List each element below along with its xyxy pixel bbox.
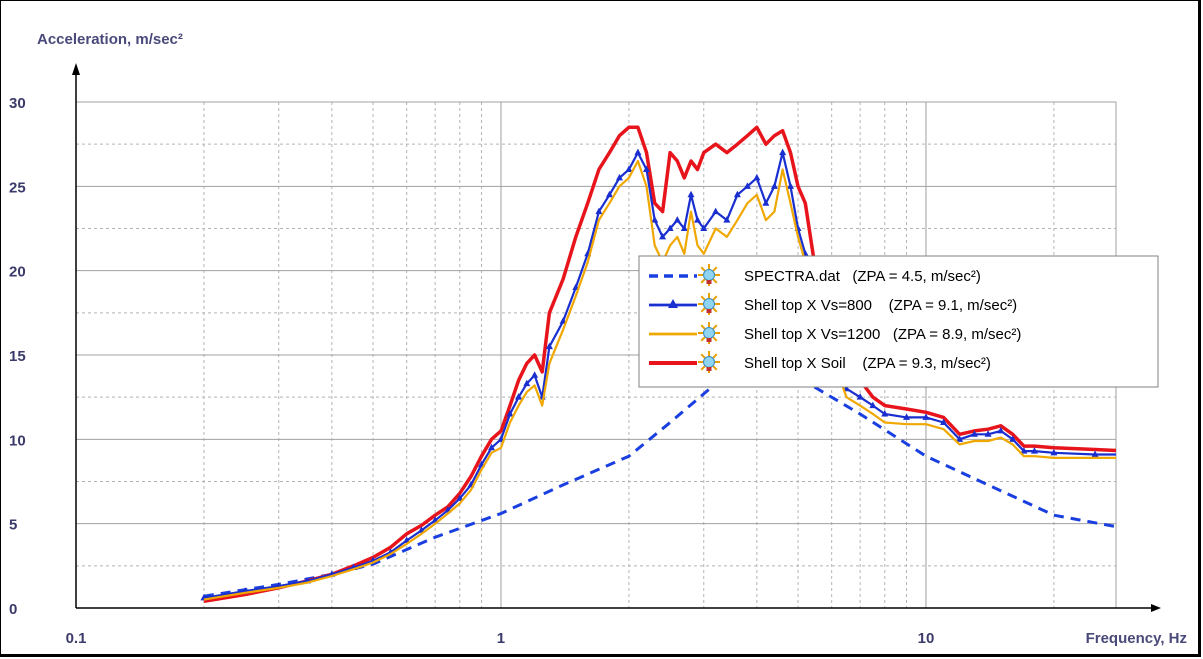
data-point-marker bbox=[997, 426, 1005, 434]
y-tick-label: 25 bbox=[9, 179, 26, 196]
data-point-marker bbox=[743, 182, 751, 189]
lightbulb-icon bbox=[698, 351, 720, 373]
legend-label: Shell top X Vs=800 (ZPA = 9.1, m/sec²) bbox=[744, 297, 1017, 314]
legend-marker-triangle-icon bbox=[668, 299, 678, 308]
series-line-shell-top-x-vs-1200 bbox=[203, 159, 1116, 601]
data-point-marker bbox=[786, 182, 794, 189]
y-tick-label: 20 bbox=[9, 264, 26, 281]
legend-label: SPECTRA.dat (ZPA = 4.5, m/sec²) bbox=[744, 268, 981, 285]
y-axis-title: Acceleration, m/sec² bbox=[37, 31, 183, 48]
data-point-marker bbox=[1030, 447, 1038, 454]
data-point-marker bbox=[700, 224, 708, 231]
data-point-marker bbox=[643, 165, 651, 172]
y-axis-arrow-icon bbox=[72, 63, 80, 75]
data-point-marker bbox=[984, 430, 992, 437]
data-point-marker bbox=[1009, 435, 1017, 442]
data-point-marker bbox=[545, 342, 553, 350]
legend-label: Shell top X Vs=1200 (ZPA = 8.9, m/sec²) bbox=[744, 326, 1021, 343]
axes: 0 5 10 15 20 25 30 0.1 1 10 bbox=[9, 63, 1161, 647]
data-point-marker bbox=[634, 148, 642, 156]
series-line-spectra-dat bbox=[203, 382, 1116, 598]
data-point-marker bbox=[687, 190, 695, 198]
data-point-marker bbox=[712, 207, 720, 215]
lightbulb-icon bbox=[698, 322, 720, 344]
data-point-marker bbox=[680, 224, 688, 231]
y-tick-label: 0 bbox=[9, 601, 17, 618]
data-point-marker bbox=[515, 393, 523, 400]
data-point-marker bbox=[693, 216, 701, 223]
data-point-marker bbox=[456, 494, 464, 501]
data-point-marker bbox=[651, 216, 659, 223]
lightbulb-icon bbox=[698, 293, 720, 315]
lightbulb-icon bbox=[698, 264, 720, 286]
legend-label: Shell top X Soil (ZPA = 9.3, m/sec²) bbox=[744, 355, 991, 372]
y-tick-label: 10 bbox=[9, 432, 26, 449]
data-point-marker bbox=[723, 216, 731, 223]
data-point-marker bbox=[488, 443, 496, 451]
y-tick-label: 15 bbox=[9, 348, 26, 365]
data-point-marker bbox=[595, 207, 603, 215]
series-line-shell-top-x-soil bbox=[203, 125, 1116, 604]
data-point-marker bbox=[666, 224, 674, 231]
data-point-marker bbox=[531, 371, 539, 378]
data-point-marker bbox=[753, 173, 761, 181]
data-point-marker bbox=[625, 165, 633, 172]
data-point-marker bbox=[1091, 450, 1099, 458]
data-point-marker bbox=[1020, 447, 1028, 454]
data-point-marker bbox=[881, 410, 889, 417]
x-tick-label: 0.1 bbox=[66, 630, 87, 647]
x-axis-title: Frequency, Hz bbox=[1086, 630, 1187, 647]
data-point-marker bbox=[605, 190, 613, 198]
data-point-marker bbox=[1050, 448, 1058, 456]
data-point-marker bbox=[922, 413, 930, 420]
data-point-marker bbox=[659, 232, 667, 240]
y-tick-label: 30 bbox=[9, 95, 26, 112]
data-point-marker bbox=[673, 216, 681, 223]
y-tick-label: 5 bbox=[9, 517, 17, 534]
data-point-marker bbox=[1125, 451, 1132, 458]
data-point-marker bbox=[903, 413, 911, 420]
data-point-marker bbox=[506, 410, 514, 417]
data-point-marker bbox=[779, 148, 787, 156]
x-axis-arrow-icon bbox=[1151, 604, 1161, 612]
data-point-marker bbox=[733, 190, 741, 198]
data-point-marker bbox=[1178, 451, 1185, 458]
data-point-marker bbox=[869, 401, 877, 409]
data-point-marker bbox=[940, 418, 948, 425]
x-tick-label: 1 bbox=[497, 630, 505, 647]
data-point-marker bbox=[770, 182, 778, 189]
data-point-marker bbox=[856, 393, 864, 400]
legend-box bbox=[638, 255, 1159, 388]
legend: SPECTRA.dat (ZPA = 4.5, m/sec²) Shell top… bbox=[638, 255, 1159, 388]
x-tick-label: 10 bbox=[918, 630, 935, 647]
data-point-marker bbox=[615, 173, 623, 181]
data-point-marker bbox=[762, 199, 770, 206]
data-point-marker bbox=[523, 379, 531, 387]
data-point-marker bbox=[956, 435, 964, 442]
data-point-marker bbox=[970, 430, 978, 437]
